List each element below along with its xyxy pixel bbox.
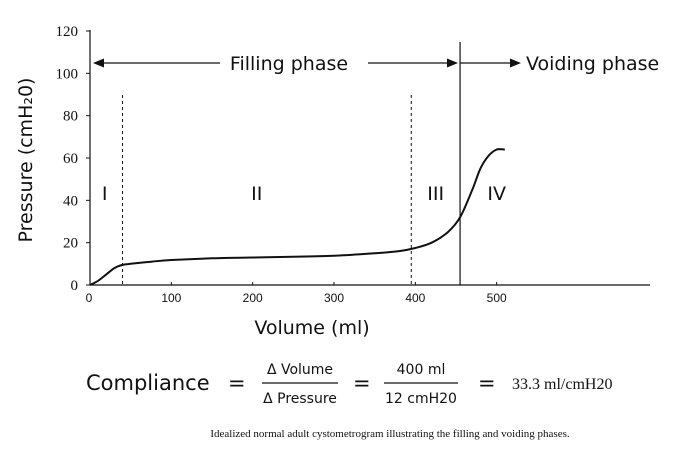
x-tick-label-100: 100 xyxy=(161,291,181,305)
phase-labels: I II III IV xyxy=(102,183,506,205)
voiding-phase-label: Voiding phase xyxy=(526,53,659,75)
filling-arrow-right-head xyxy=(447,58,458,68)
y-tick-label-100: 100 xyxy=(56,66,79,82)
phase-label-III: III xyxy=(427,183,444,205)
y-tick-labels: 0 20 40 60 80 100 120 xyxy=(56,24,79,294)
x-tick-label-400: 400 xyxy=(405,291,425,305)
formula-denominator-2: 12 cmH20 xyxy=(385,391,457,407)
y-tick-label-0: 0 xyxy=(71,278,79,294)
y-tick-label-20: 20 xyxy=(63,236,78,252)
phase-arrows: Filling phase Voiding phase xyxy=(93,53,659,75)
formula-numerator-2: 400 ml xyxy=(397,362,446,378)
x-tick-label-300: 300 xyxy=(324,291,344,305)
phase-label-I: I xyxy=(102,183,108,205)
formula-equals-1: = xyxy=(228,371,246,395)
compliance-formula: Compliance = Δ Volume Δ Pressure = 400 m… xyxy=(86,362,612,407)
y-axis-title: Pressure (cmH₂0) xyxy=(15,78,37,243)
y-tick-label-60: 60 xyxy=(63,151,78,167)
tick-marks xyxy=(86,30,498,286)
x-tick-label-500: 500 xyxy=(487,291,507,305)
filling-phase-label: Filling phase xyxy=(230,53,348,75)
formula-lhs: Compliance xyxy=(86,371,210,395)
formula-equals-2: = xyxy=(353,371,371,395)
phase-boundaries xyxy=(122,42,461,285)
formula-denominator-1: Δ Pressure xyxy=(263,391,337,407)
pressure-curve xyxy=(89,148,505,286)
y-tick-label-80: 80 xyxy=(63,109,78,125)
x-axis-title: Volume (ml) xyxy=(254,317,369,339)
formula-equals-3: = xyxy=(478,371,496,395)
y-tick-label-40: 40 xyxy=(63,193,78,209)
voiding-arrow-head xyxy=(510,58,521,68)
x-tick-label-0: 0 xyxy=(86,291,93,305)
figure-caption: Idealized normal adult cystometrogram il… xyxy=(210,428,569,440)
phase-label-II: II xyxy=(251,183,262,205)
phase-label-IV: IV xyxy=(487,183,506,205)
y-tick-label-120: 120 xyxy=(56,24,79,40)
x-tick-label-200: 200 xyxy=(243,291,263,305)
x-tick-labels: 0 100 200 300 400 500 xyxy=(86,291,507,305)
formula-result: 33.3 ml/cmH20 xyxy=(512,376,612,393)
formula-numerator-1: Δ Volume xyxy=(267,362,333,378)
filling-arrow-left-head xyxy=(93,58,104,68)
